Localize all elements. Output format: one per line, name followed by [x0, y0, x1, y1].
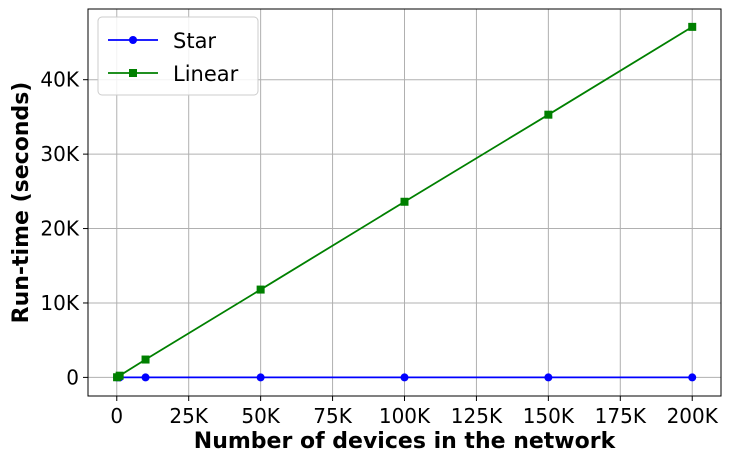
- x-tick-label: 100K: [379, 404, 431, 428]
- x-tick-label: 25K: [169, 404, 208, 428]
- star-point: [141, 373, 150, 382]
- y-tick-label: 30K: [40, 142, 79, 166]
- x-tick-label: 50K: [241, 404, 280, 428]
- linear-point: [688, 22, 697, 31]
- x-tick-label: 175K: [595, 404, 647, 428]
- linear-point: [544, 110, 553, 119]
- y-tick-label: 10K: [40, 291, 79, 315]
- y-axis: 0 10K 20K 30K 40K: [40, 68, 88, 389]
- star-point: [400, 373, 409, 382]
- y-tick-label: 20K: [40, 217, 79, 241]
- x-tick-label: 150K: [523, 404, 575, 428]
- x-tick-label: 75K: [313, 404, 352, 428]
- x-tick-label: 200K: [667, 404, 719, 428]
- y-tick-label: 40K: [40, 68, 79, 92]
- linear-point: [115, 371, 124, 380]
- linear-point: [256, 285, 265, 294]
- y-tick-label: 0: [66, 365, 79, 389]
- star-point: [256, 373, 265, 382]
- y-axis-label: Run-time (seconds): [9, 82, 34, 324]
- legend-linear-label: Linear: [173, 62, 239, 86]
- star-point: [544, 373, 553, 382]
- legend: Star Linear: [97, 16, 259, 96]
- linear-point: [400, 197, 409, 206]
- x-tick-label: 125K: [451, 404, 503, 428]
- legend-linear-marker: [129, 69, 137, 77]
- legend-box: [97, 16, 259, 96]
- x-axis-label: Number of devices in the network: [194, 429, 617, 454]
- plot-area: [113, 22, 697, 382]
- legend-star-marker: [129, 36, 137, 44]
- star-point: [688, 373, 697, 382]
- x-tick-label: 0: [110, 404, 123, 428]
- x-axis: 0 25K 50K 75K 100K 125K 150K 175K 200K: [110, 396, 719, 428]
- legend-star-label: Star: [173, 29, 216, 53]
- linear-point: [141, 355, 150, 364]
